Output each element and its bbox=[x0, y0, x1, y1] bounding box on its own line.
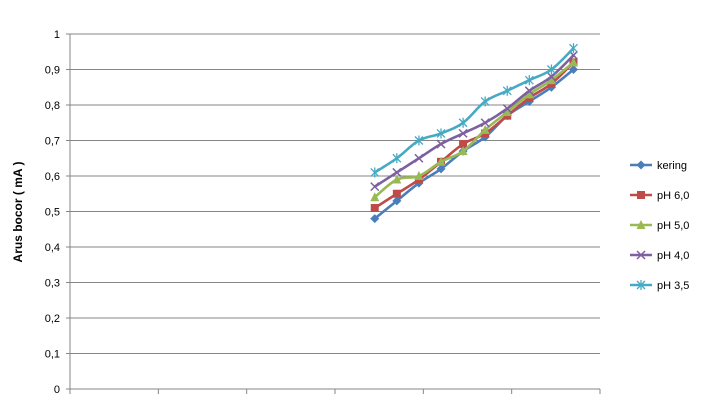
data-point bbox=[569, 65, 578, 74]
series-layer bbox=[370, 43, 579, 224]
y-tick-label: 0,3 bbox=[45, 278, 60, 290]
y-tick-label: 0,7 bbox=[45, 136, 60, 148]
data-point bbox=[370, 214, 380, 224]
series-1 bbox=[370, 65, 578, 224]
series-line bbox=[374, 54, 575, 188]
data-point bbox=[480, 118, 490, 128]
data-point bbox=[524, 86, 534, 96]
legend-label: kering bbox=[657, 160, 687, 172]
axes bbox=[69, 34, 601, 394]
y-tick-label: 1 bbox=[54, 29, 60, 41]
data-point bbox=[502, 85, 512, 96]
data-point bbox=[569, 57, 578, 67]
data-point bbox=[459, 140, 468, 149]
y-tick-label: 0,5 bbox=[45, 207, 60, 219]
data-point bbox=[569, 43, 578, 54]
data-point bbox=[392, 196, 402, 206]
data-point bbox=[458, 128, 468, 138]
legend: kering pH 6,0 pH 5,0 pH 4,0 pH 3,5 bbox=[630, 160, 689, 292]
legend-item: pH 3,5 bbox=[630, 280, 689, 292]
legend-label: pH 5,0 bbox=[657, 220, 689, 232]
legend-item: pH 6,0 bbox=[630, 190, 689, 202]
series-5 bbox=[370, 43, 578, 178]
data-point bbox=[392, 167, 402, 177]
data-point bbox=[436, 139, 446, 149]
legend-marker bbox=[636, 250, 646, 260]
data-point bbox=[458, 146, 468, 156]
data-point bbox=[414, 171, 424, 180]
series-4 bbox=[370, 50, 579, 192]
data-point bbox=[436, 156, 446, 166]
y-tick-label: 0,2 bbox=[45, 313, 60, 325]
legend-item: pH 5,0 bbox=[630, 220, 689, 232]
legend-item: kering bbox=[630, 160, 687, 172]
data-point bbox=[546, 64, 556, 75]
data-point bbox=[546, 72, 556, 82]
series-line bbox=[374, 61, 575, 210]
legend-marker bbox=[636, 160, 646, 170]
data-point bbox=[392, 153, 402, 164]
series-3 bbox=[370, 57, 578, 202]
data-point bbox=[370, 167, 380, 178]
data-point bbox=[480, 96, 490, 107]
y-tick-label: 0 bbox=[54, 384, 60, 396]
data-point bbox=[546, 75, 556, 85]
y-tick-label: 0,9 bbox=[45, 65, 60, 77]
y-axis-title: Arus bocor ( mA ) bbox=[11, 162, 25, 263]
data-point bbox=[414, 153, 424, 163]
data-point bbox=[524, 89, 534, 99]
y-axis-ticks: 0 0,1 0,2 0,3 0,4 0,5 0,6 0,7 0,8 0,9 1 bbox=[45, 29, 70, 396]
legend-marker bbox=[637, 191, 645, 199]
legend-marker bbox=[636, 280, 646, 290]
data-point bbox=[370, 203, 379, 212]
y-tick-label: 0,4 bbox=[45, 242, 60, 254]
legend-label: pH 3,5 bbox=[657, 280, 689, 292]
series-line bbox=[373, 68, 575, 220]
data-point bbox=[502, 104, 512, 114]
y-tick-label: 0,6 bbox=[45, 171, 60, 183]
data-point bbox=[458, 117, 468, 128]
data-point bbox=[436, 128, 446, 139]
series-line bbox=[373, 61, 575, 199]
data-point bbox=[392, 189, 401, 198]
data-point bbox=[436, 164, 446, 174]
legend-item: pH 4,0 bbox=[630, 250, 689, 262]
legend-marker bbox=[636, 220, 646, 229]
data-point bbox=[370, 192, 380, 202]
data-point bbox=[392, 174, 402, 184]
data-point bbox=[414, 135, 424, 146]
data-point bbox=[480, 124, 490, 134]
series-line bbox=[374, 47, 575, 174]
data-point bbox=[370, 182, 380, 192]
legend-label: pH 6,0 bbox=[657, 190, 689, 202]
y-tick-label: 0,8 bbox=[45, 100, 60, 112]
gridlines bbox=[70, 33, 600, 354]
legend-label: pH 4,0 bbox=[657, 250, 689, 262]
y-tick-label: 0,1 bbox=[45, 349, 60, 361]
data-point bbox=[524, 75, 534, 86]
data-point bbox=[502, 107, 512, 117]
